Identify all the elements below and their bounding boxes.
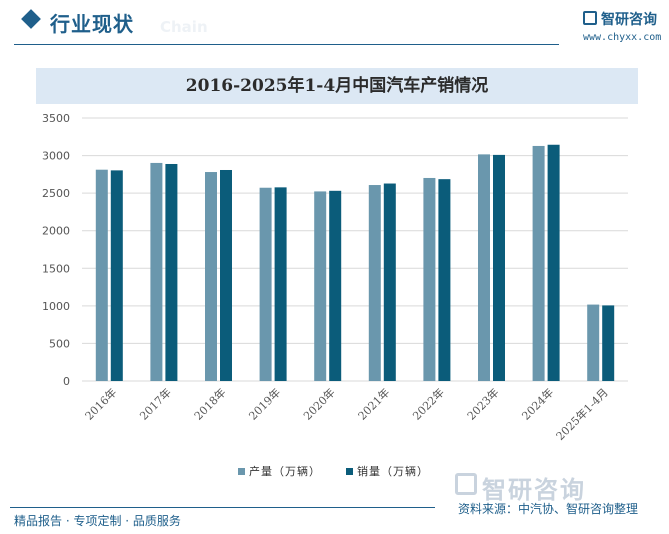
- y-tick-label: 1500: [42, 262, 70, 275]
- y-tick-label: 3500: [42, 112, 70, 125]
- bar-production: [478, 154, 490, 381]
- header-divider: [14, 44, 559, 45]
- x-tick-label: 2022年: [410, 385, 447, 422]
- brand-logo: 智研咨询 www.chyxx.com: [583, 10, 663, 50]
- footer-logo-icon: [455, 473, 477, 495]
- logo-icon: [583, 11, 597, 25]
- chart-title: 2016-2025年1-4月中国汽车产销情况: [185, 76, 489, 96]
- legend-label-sales: 销量（万辆）: [357, 465, 429, 478]
- chart-title-band: 2016-2025年1-4月中国汽车产销情况: [36, 68, 638, 104]
- y-tick-label: 1000: [42, 300, 70, 313]
- y-tick-label: 2000: [42, 225, 70, 238]
- header: Chain 行业现状 智研咨询 www.chyxx.com: [0, 0, 669, 48]
- x-tick-label: 2025年1-4月: [553, 385, 611, 443]
- bar-production: [368, 185, 381, 381]
- bar-sales: [165, 163, 178, 381]
- y-tick-label: 2500: [42, 187, 70, 200]
- x-tick-label: 2018年: [191, 385, 228, 422]
- bar-sales: [110, 170, 123, 381]
- bar-sales: [547, 144, 560, 381]
- diamond-icon: [21, 9, 41, 29]
- bar-sales: [602, 305, 615, 381]
- bar-production: [205, 172, 217, 381]
- bar-sales: [438, 179, 451, 381]
- x-tick-label: 2019年: [246, 385, 283, 422]
- y-tick-label: 500: [49, 337, 70, 350]
- bar-production: [423, 177, 436, 381]
- x-tick-label: 2021年: [355, 385, 392, 422]
- bar-sales: [329, 190, 342, 381]
- legend-swatch-production: [238, 468, 245, 475]
- y-tick-label: 3000: [42, 150, 70, 163]
- footer-logo-text: 智研咨询: [482, 476, 586, 504]
- section-title: 行业现状: [50, 12, 134, 36]
- bar-sales: [274, 187, 287, 381]
- legend-label-production: 产量（万辆）: [249, 465, 321, 478]
- y-tick-label: 0: [63, 375, 70, 388]
- bar-production: [532, 145, 545, 381]
- bar-production: [314, 191, 327, 381]
- bar-production: [95, 169, 108, 381]
- x-tick-label: 2023年: [464, 385, 501, 422]
- logo-text: 智研咨询: [601, 12, 657, 28]
- footer-divider: [10, 507, 435, 508]
- bar-sales: [383, 183, 396, 381]
- logo-url: www.chyxx.com: [583, 32, 662, 43]
- bar-production: [587, 304, 600, 381]
- bar-production: [259, 187, 272, 381]
- x-tick-label: 2017年: [137, 385, 174, 422]
- bar-chart: 0 500 1000 1500 2000 2500 3000 3500 2016年 2017年 20…: [42, 112, 628, 443]
- x-tick-label: 2024年: [519, 385, 556, 422]
- legend-swatch-sales: [346, 468, 353, 475]
- section-background-text: Chain: [160, 18, 208, 36]
- x-tick-label: 2016年: [82, 385, 119, 422]
- bar-sales: [493, 154, 505, 381]
- bar-production: [150, 162, 163, 381]
- footer-tagline: 精品报告 · 专项定制 · 品质服务: [14, 514, 181, 528]
- data-source: 资料来源：中汽协、智研咨询整理: [458, 502, 639, 516]
- bar-sales: [220, 169, 232, 381]
- x-tick-label: 2020年: [300, 385, 337, 422]
